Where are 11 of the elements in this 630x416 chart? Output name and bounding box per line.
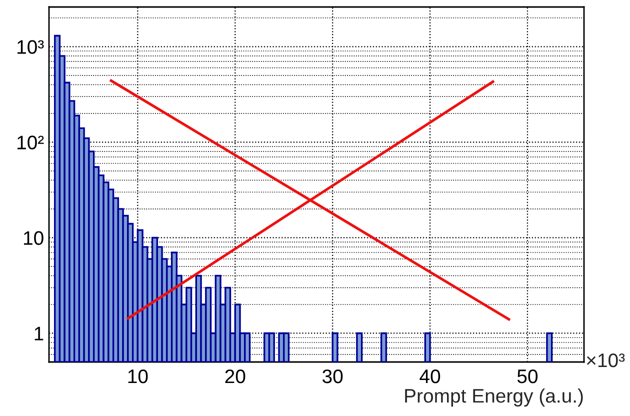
y-tick-label: 1 bbox=[34, 326, 44, 340]
x-tick-label: 20 bbox=[225, 369, 246, 384]
x-axis-title: Prompt Energy (a.u.) bbox=[405, 388, 583, 407]
x-tick-label: 40 bbox=[420, 369, 440, 384]
text: ×10³ bbox=[586, 353, 625, 368]
y-tick-label: 10 bbox=[24, 231, 44, 245]
y-tick-label: 10² bbox=[18, 136, 44, 150]
x-tick-label: 50 bbox=[517, 369, 538, 384]
y-tick-label: 10³ bbox=[18, 40, 44, 54]
x-tick-label: 30 bbox=[322, 369, 343, 384]
x-tick-label: 10 bbox=[128, 369, 148, 384]
